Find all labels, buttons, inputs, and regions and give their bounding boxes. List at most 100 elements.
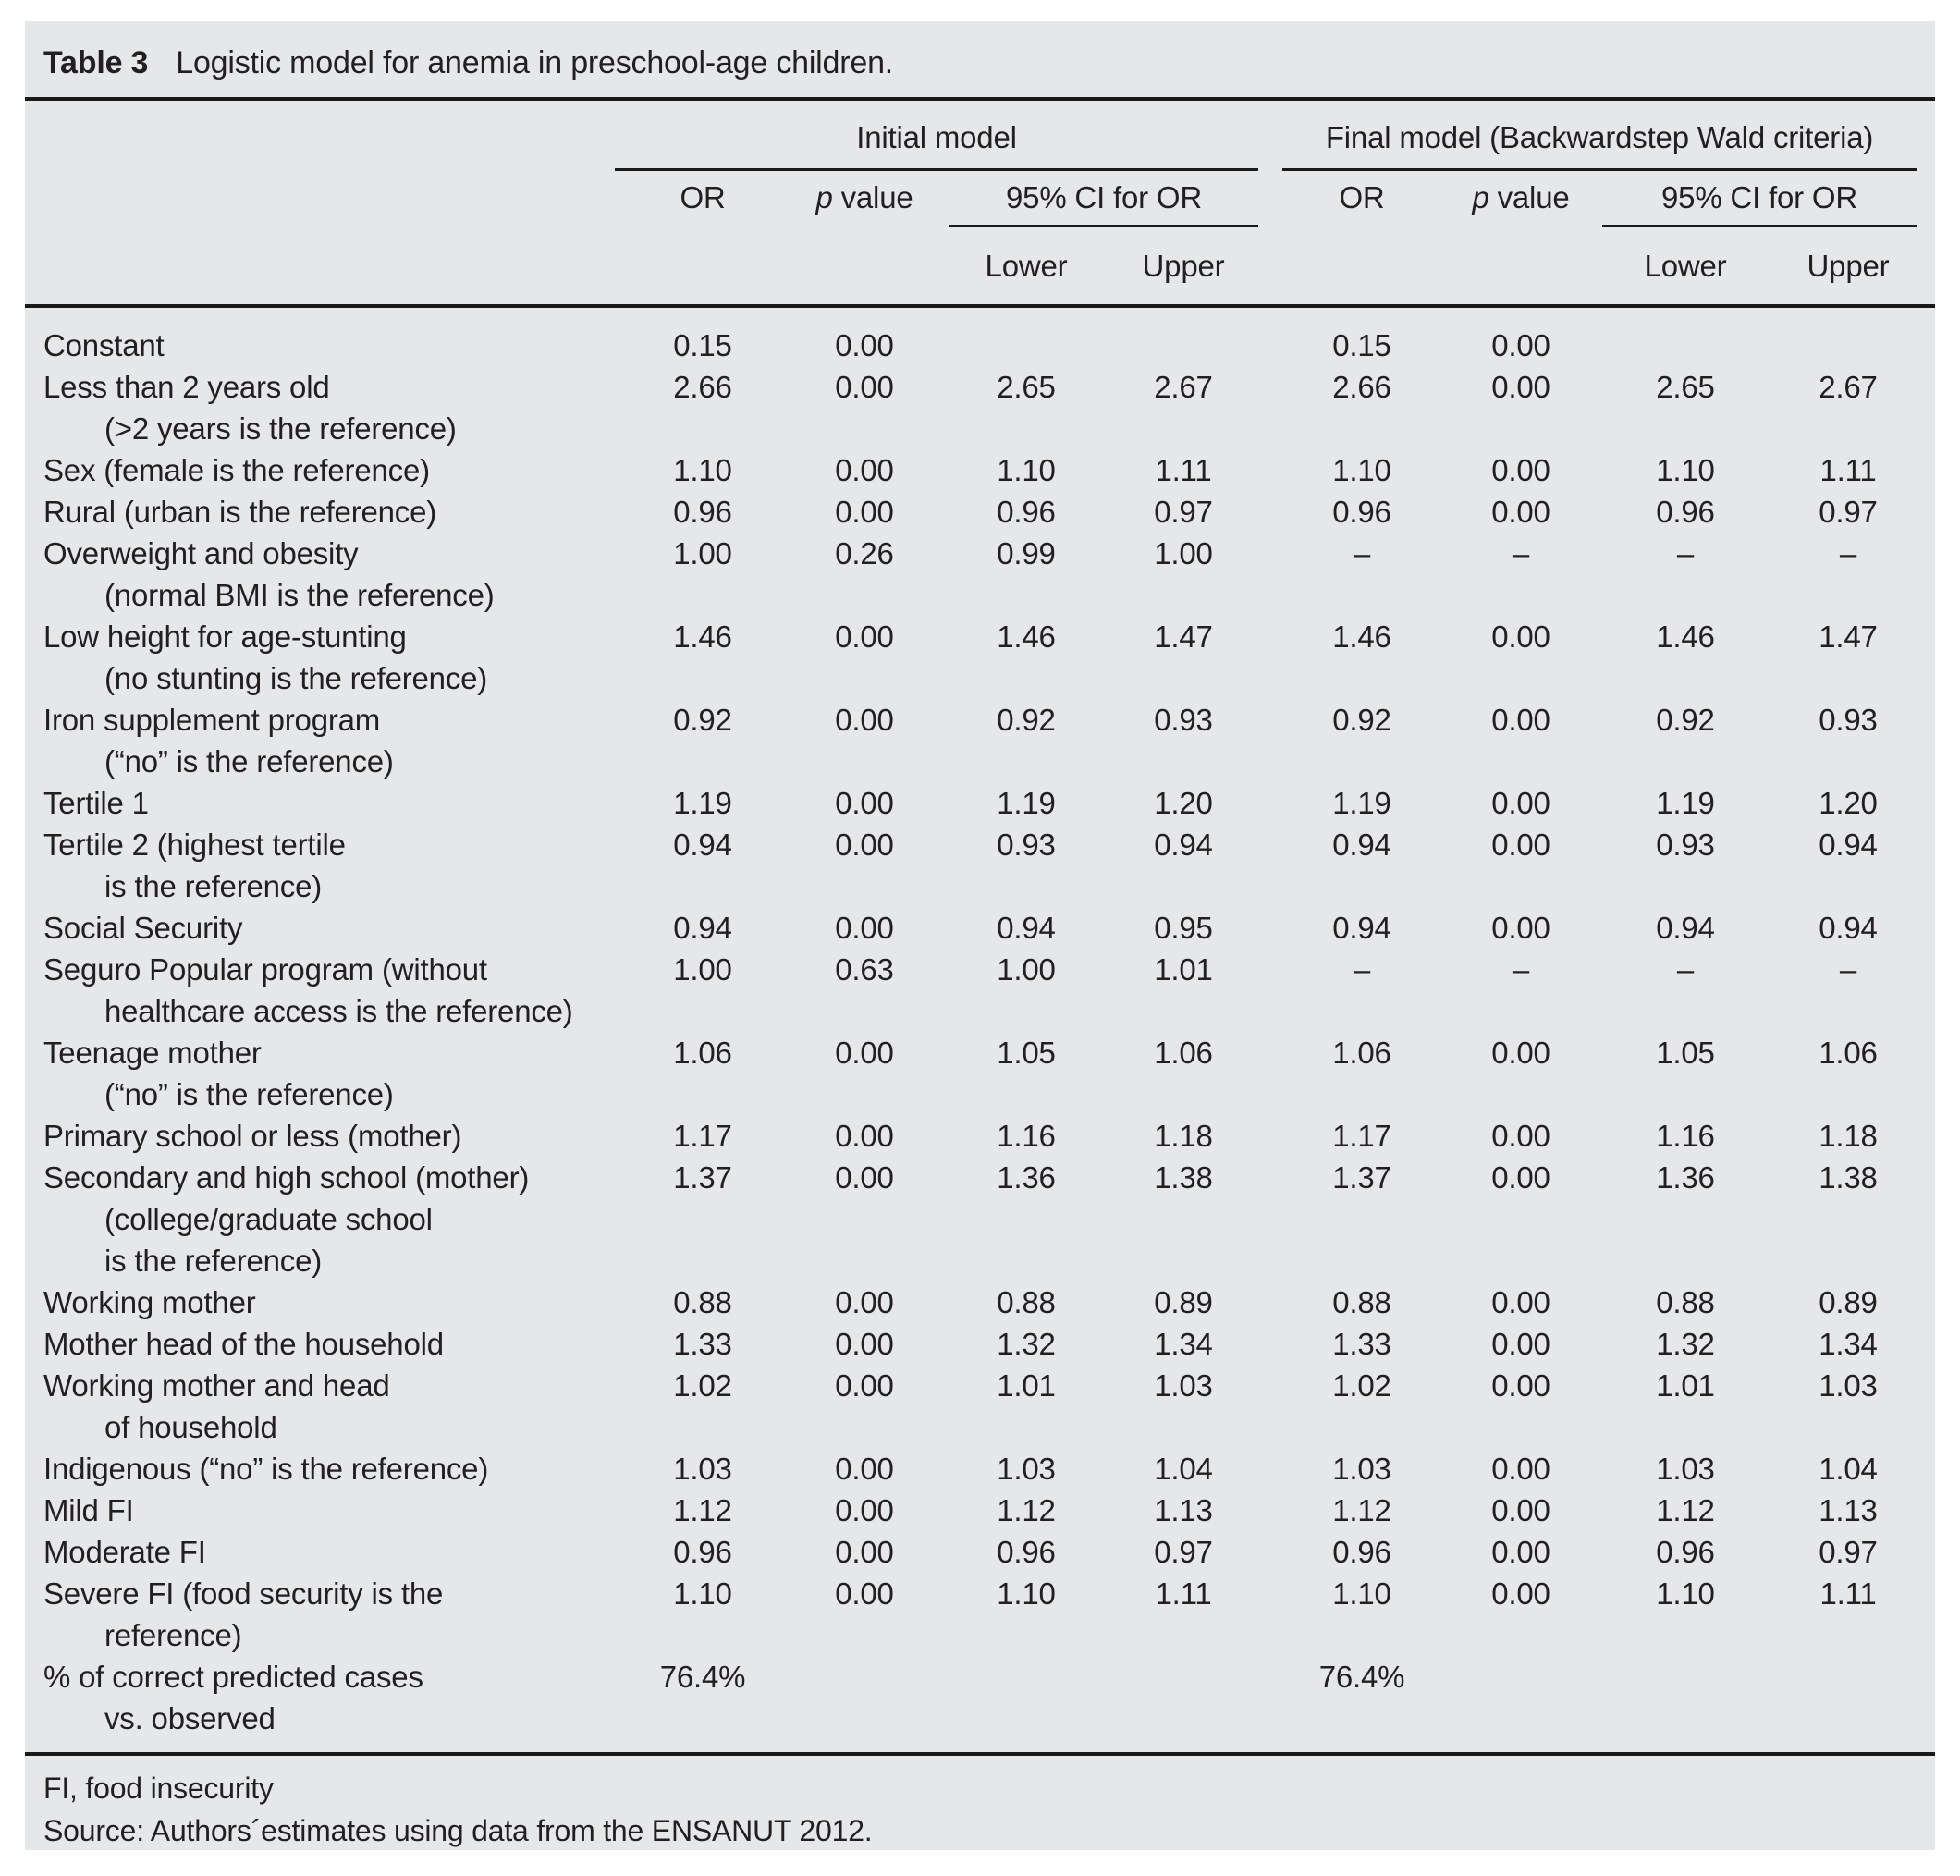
cell-value: 1.32 <box>1656 1327 1715 1361</box>
p-symbol: p <box>815 180 833 215</box>
cell-value: 0.00 <box>1491 495 1550 529</box>
row-label-line: Iron supplement program <box>43 703 381 737</box>
cell-value: 0.00 <box>835 1285 894 1319</box>
row-label-line: Low height for age-stunting <box>43 619 407 654</box>
cell-value: 0.00 <box>1491 786 1550 820</box>
cell-value: 0.00 <box>835 1368 894 1403</box>
sub-header-row: OR p value 95% CI for OR OR p value 95% … <box>25 171 1935 236</box>
row-label-line: Indigenous (“no” is the reference) <box>43 1452 489 1486</box>
cell-value: 0.94 <box>997 911 1056 945</box>
cell-value: 1.17 <box>673 1119 732 1153</box>
cell-value: 1.12 <box>997 1493 1056 1527</box>
cell-value: 0.00 <box>835 1160 894 1195</box>
cell-value: 0.88 <box>997 1285 1056 1319</box>
cell-value: 0.94 <box>1332 828 1391 862</box>
cell-value: 1.37 <box>1332 1160 1391 1195</box>
table-footnotes: FI, food insecurity Source: Authors´esti… <box>25 1756 1935 1852</box>
cell-value: 1.10 <box>997 453 1056 487</box>
cell-value: 0.00 <box>1491 1535 1550 1569</box>
cell-value: 1.36 <box>1656 1160 1715 1195</box>
cell-value: 1.19 <box>673 786 732 820</box>
cell-value: 0.93 <box>997 828 1056 862</box>
p-symbol: p <box>1472 180 1489 215</box>
footnote-abbreviation: FI, food insecurity <box>43 1772 274 1805</box>
row-label: Working mother <box>25 1281 654 1323</box>
cell-value: 1.37 <box>673 1160 732 1195</box>
col-p-value-final: p value <box>1432 171 1610 236</box>
table-row: Mild FI 1.12 0.00 1.12 1.13 1.12 0.00 1.12 1.13 <box>25 1490 1935 1531</box>
col-or-final: OR <box>1339 180 1385 215</box>
cell-value: 0.96 <box>673 1535 732 1569</box>
row-label-continuation: of household <box>104 1410 277 1444</box>
row-label: Secondary and high school (mother) (colle… <box>25 1157 654 1281</box>
cell-value: 1.11 <box>1819 1576 1877 1611</box>
cell-value: 1.03 <box>1656 1452 1715 1486</box>
row-label-line: Teenage mother <box>43 1036 262 1070</box>
cell-value: 0.00 <box>1491 1160 1550 1195</box>
table-row: Secondary and high school (mother) (colle… <box>25 1157 1935 1281</box>
table-card: Table 3 Logistic model for anemia in pres… <box>25 21 1935 1850</box>
cell-value: 0.00 <box>835 1119 894 1153</box>
row-label: Seguro Popular program (without healthcar… <box>25 949 654 1032</box>
col-p-value-initial: p value <box>752 171 977 236</box>
cell-value: 0.63 <box>835 952 894 987</box>
cell-value: 2.65 <box>997 370 1056 404</box>
cell-value: 1.36 <box>997 1160 1056 1195</box>
cell-value: 0.00 <box>1491 703 1550 737</box>
cell-value: 0.97 <box>1154 1535 1213 1569</box>
cell-value: 1.01 <box>1656 1368 1715 1403</box>
cell-value: 0.93 <box>1819 703 1878 737</box>
cell-value: 0.92 <box>1332 703 1391 737</box>
cell-value: – <box>1353 536 1371 570</box>
p-suffix: value <box>832 180 913 215</box>
cell-value: 1.10 <box>673 1576 732 1611</box>
footnote-source: Source: Authors´estimates using data fro… <box>43 1814 873 1847</box>
cell-value <box>1075 1656 1292 1754</box>
cell-value: 2.67 <box>1154 370 1213 404</box>
table-caption: Logistic model for anemia in preschool-a… <box>176 45 894 80</box>
row-label: Rural (urban is the reference) <box>25 491 654 533</box>
table-row: Working mother and head of household 1.02 0… <box>25 1365 1935 1448</box>
cell-value: 1.10 <box>673 453 732 487</box>
cell-value: 0.00 <box>835 453 894 487</box>
table-row: Constant 0.15 0.00 0.15 0.00 <box>25 306 1935 366</box>
cell-value: 0.96 <box>997 495 1056 529</box>
cell-value: – <box>1839 536 1857 570</box>
cell-value <box>1610 306 1761 366</box>
cell-value: 0.94 <box>1819 911 1878 945</box>
cell-value: 0.96 <box>1656 495 1715 529</box>
cell-value: 1.20 <box>1819 786 1878 820</box>
cell-value <box>1761 1656 1935 1754</box>
cell-value: 1.10 <box>1332 453 1391 487</box>
row-label: Low height for age-stunting (no stunting … <box>25 616 654 699</box>
cell-value <box>977 306 1075 366</box>
cell-value: 1.46 <box>1656 619 1715 654</box>
row-label-continuation: reference) <box>104 1618 242 1652</box>
cell-value: 0.94 <box>1656 911 1715 945</box>
cell-value: 0.00 <box>835 786 894 820</box>
table-row: Less than 2 years old (>2 years is the re… <box>25 366 1935 449</box>
cell-value: 0.92 <box>997 703 1056 737</box>
table-row: Mother head of the household 1.33 0.00 1.32… <box>25 1323 1935 1365</box>
row-label: Primary school or less (mother) <box>25 1115 654 1157</box>
column-group-final: Final model (Backwardstep Wald criteria) <box>1282 101 1935 171</box>
table-row: Tertile 1 1.19 0.00 1.19 1.20 1.19 0.00 1.19 1.2… <box>25 782 1935 824</box>
cell-value: 1.16 <box>997 1119 1056 1153</box>
cell-value: 0.96 <box>673 495 732 529</box>
cell-value: 0.97 <box>1154 495 1213 529</box>
row-label-continuation: (college/graduate school <box>104 1202 433 1236</box>
p-suffix: value <box>1488 180 1570 215</box>
cell-value: 0.00 <box>1491 911 1550 945</box>
cell-value: 1.05 <box>1656 1036 1715 1070</box>
cell-value: 1.13 <box>1154 1493 1213 1527</box>
cell-value: 0.26 <box>835 536 894 570</box>
table-row: Rural (urban is the reference) 0.96 0.00 0.… <box>25 491 1935 533</box>
row-label: Indigenous (“no” is the reference) <box>25 1448 654 1490</box>
table-title: Table 3 Logistic model for anemia in pres… <box>25 21 1935 101</box>
cell-value: 76.4% <box>1318 1660 1405 1694</box>
row-label: Sex (female is the reference) <box>25 449 654 491</box>
table-row: Moderate FI 0.96 0.00 0.96 0.97 0.96 0.00 0.96 0… <box>25 1531 1935 1573</box>
cell-value: 1.33 <box>1332 1327 1391 1361</box>
cell-value: 0.92 <box>1656 703 1715 737</box>
col-lower-initial: Lower <box>977 236 1075 308</box>
